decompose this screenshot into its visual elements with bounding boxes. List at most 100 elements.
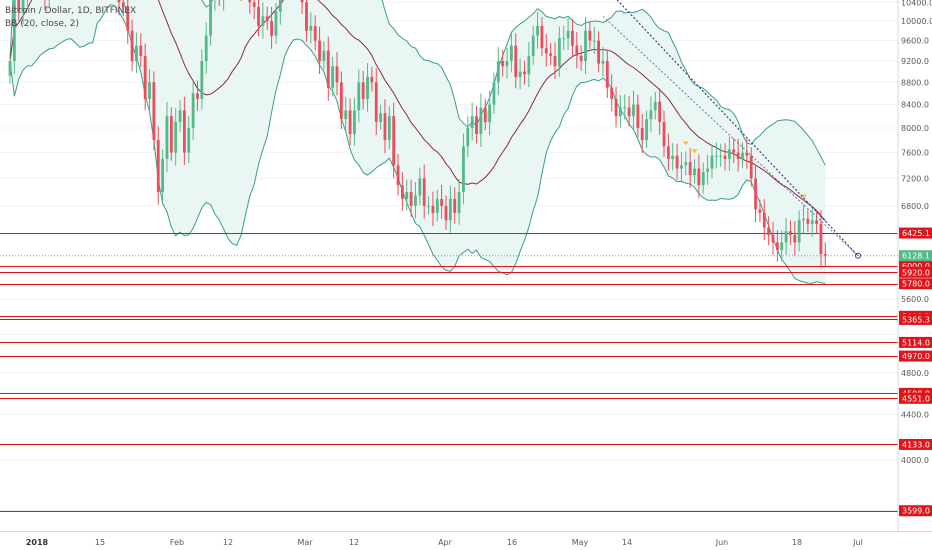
candle [152,71,156,151]
candle [300,0,304,14]
candle [745,138,749,169]
candle-body [819,223,823,255]
candle-body [601,61,605,64]
candle-body [462,146,465,192]
candle-body [21,0,25,12]
candle-body [344,110,348,120]
candle-body [248,0,252,3]
candle [353,97,356,146]
candle-body [444,205,448,221]
candle [592,26,596,54]
candle [767,216,771,246]
candle-body [741,152,744,159]
candle-body [610,87,614,99]
candle [605,50,609,98]
trend-line [616,0,859,257]
candle-body [357,82,361,111]
candle [204,22,208,74]
candle-body [483,107,487,123]
candle [714,142,718,169]
candle [531,25,535,65]
candle [470,102,474,141]
candle-body [196,93,199,99]
level-price-label-text: 4133.0 [902,440,930,449]
candle [784,217,788,255]
candle-body [758,209,762,213]
candle [819,210,823,267]
candle [518,58,522,90]
candle-body [422,178,426,206]
candle [126,0,130,44]
candle [475,105,478,144]
candle-body [640,128,644,141]
candle [248,0,252,14]
candle-body [736,152,740,159]
candle-body [152,82,156,141]
candle [414,182,417,219]
candle-body [130,30,134,62]
level-price-label-text: 4551.0 [902,394,930,403]
candle-body [379,113,382,123]
level-price-label: 4551.0 [899,392,932,404]
candle-body [636,104,640,129]
candle [431,191,435,227]
candle [322,41,326,70]
candle-body [326,50,330,88]
candle [457,179,461,225]
candle-body [300,0,304,3]
candle-body [592,40,596,42]
candle [675,143,679,180]
level-price-label: 5780.0 [899,278,932,290]
time-tick-label: Feb [170,538,184,547]
candle [627,96,631,127]
candle-body [714,155,718,157]
candle [662,110,666,157]
candle-body [588,30,592,41]
time-tick-label: 2018 [26,538,49,547]
candle [575,32,579,69]
candle-body [270,21,273,36]
candle [187,116,191,164]
candle-body [710,155,714,169]
candle-body [466,128,470,147]
candle [274,2,278,44]
candle-body [204,35,208,62]
candle-body [318,40,321,62]
price-tick-label: 4800.0 [901,369,929,378]
candle-body [728,149,731,159]
candle [762,199,766,241]
candle [374,68,378,136]
candle-body [553,55,557,67]
candle [623,94,627,120]
candle-body [658,101,662,123]
candle [462,133,465,204]
candle-body [544,48,548,54]
candle [165,102,169,173]
candle [544,34,548,67]
price-tick-label: 4400.0 [901,410,929,419]
candle [802,204,805,234]
level-price-label-bg [899,266,932,278]
candle-body [771,234,775,243]
candle [331,56,335,97]
level-price-label-bg [899,505,932,517]
candle-body [143,55,147,99]
candle [156,126,160,205]
candle [658,88,662,135]
candle [775,230,779,262]
candle [510,33,513,73]
candle [278,0,282,25]
candle [719,143,723,167]
level-price-label-bg [899,313,932,325]
candle [200,49,204,110]
candle-body [169,116,173,153]
candle [466,116,470,157]
candle [174,108,178,166]
candle [728,136,731,171]
candle-body [366,76,369,99]
price-tick-label: 5600.0 [901,295,929,304]
candle-body [309,25,313,31]
level-price-label-text: 5920.0 [902,268,930,277]
